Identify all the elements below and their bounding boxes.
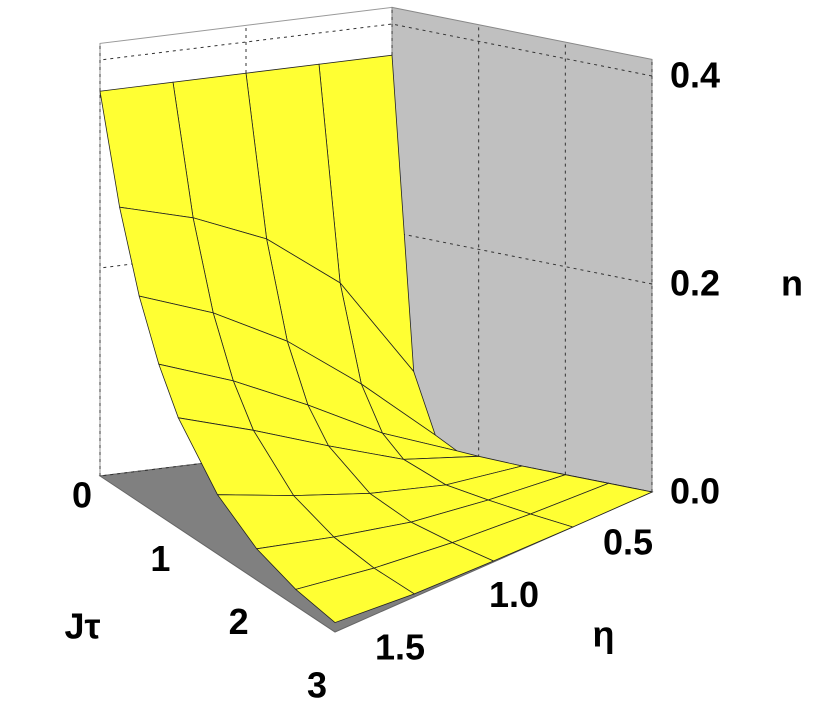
z-tick-label: 0.4 bbox=[670, 55, 720, 96]
surface-cell bbox=[294, 567, 416, 624]
surface bbox=[99, 54, 654, 624]
z-axis-label: n bbox=[781, 263, 803, 304]
back-wall-right bbox=[391, 6, 653, 493]
z-tick-label: 0.0 bbox=[670, 471, 720, 512]
x-tick-label: 0 bbox=[72, 475, 92, 516]
y-tick-label: 1.0 bbox=[489, 574, 539, 615]
y-tick-label: 1.5 bbox=[375, 627, 425, 668]
labels: 0.0 0.2 0.4 0 1 2 3 0.5 1.0 1.5 n Jτ η bbox=[64, 55, 803, 706]
x-tick-label: 3 bbox=[307, 665, 327, 706]
y-axis-label: η bbox=[593, 614, 615, 655]
x-tick-label: 2 bbox=[229, 601, 249, 642]
z-tick-label: 0.2 bbox=[670, 263, 720, 304]
x-axis-label: Jτ bbox=[64, 606, 100, 647]
y-tick-label: 0.5 bbox=[603, 522, 653, 563]
x-tick-label: 1 bbox=[150, 538, 170, 579]
